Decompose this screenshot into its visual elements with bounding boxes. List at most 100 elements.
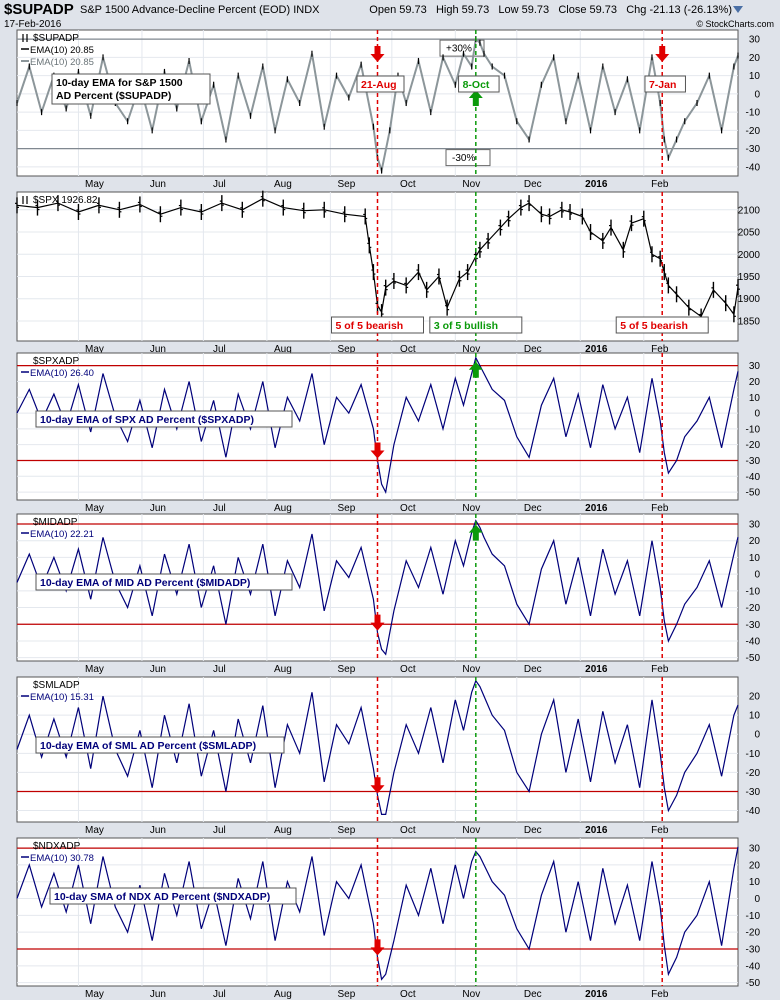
panel-symbol-label: $SPX 1926.82 (33, 195, 98, 206)
y-tick-label: 10 (749, 877, 761, 888)
x-tick-label: Jul (213, 664, 226, 675)
y-tick-label: -10 (746, 108, 761, 119)
x-tick-label: Dec (524, 989, 542, 1000)
y-tick-label: 30 (749, 520, 761, 531)
x-tick-label: Nov (462, 825, 480, 836)
y-tick-label: 0 (754, 409, 760, 420)
note-text: 10-day EMA of SML AD Percent ($SMLADP) (40, 740, 256, 752)
x-tick-label: 2016 (585, 179, 608, 190)
x-tick-label: Sep (337, 344, 355, 355)
y-tick-label: -40 (746, 162, 761, 173)
x-tick-label: Aug (274, 989, 292, 1000)
x-tick-label: Oct (400, 989, 416, 1000)
signal-arrow-icon (370, 777, 385, 794)
x-tick-label: Oct (400, 503, 416, 514)
note-text: AD Percent ($SUPADP) (56, 90, 171, 102)
y-tick-label: 1900 (738, 294, 761, 305)
y-tick-label: 30 (749, 361, 761, 372)
x-tick-label: Sep (337, 179, 355, 190)
event-label: 7-Jan (649, 79, 676, 91)
y-tick-label: -30 (746, 787, 761, 798)
y-tick-label: -50 (746, 488, 761, 499)
y-tick-label: -40 (746, 961, 761, 972)
event-label-box (458, 75, 500, 93)
panel-legend-label: EMA(10) 30.78 (30, 853, 94, 864)
x-tick-label: Jul (213, 179, 226, 190)
signal-arrow-icon (468, 524, 483, 541)
y-tick-label: -20 (746, 440, 761, 451)
y-tick-label: 20 (749, 53, 761, 64)
note-box (35, 736, 285, 754)
y-tick-label: 2100 (738, 205, 761, 216)
event-label: 8-Oct (463, 79, 490, 91)
y-tick-label: 2050 (738, 228, 761, 239)
note-box (49, 887, 297, 905)
signal-arrow-icon (370, 46, 385, 62)
x-tick-label: Dec (524, 664, 542, 675)
y-tick-label: 1950 (738, 272, 761, 283)
x-tick-label: Jul (213, 503, 226, 514)
y-tick-label: -50 (746, 978, 761, 989)
y-tick-label: 0 (754, 89, 760, 100)
signal-arrow-icon (370, 442, 385, 459)
y-tick-label: -30 (746, 144, 761, 155)
x-tick-label: Jun (150, 344, 166, 355)
event-label: 21-Aug (361, 79, 397, 91)
x-tick-label: Jul (213, 825, 226, 836)
y-tick-label: 10 (749, 711, 761, 722)
panel-spx: 2100 2050 2000 1950 1900 1850 $SPX 1926.82 5 of… (15, 190, 761, 355)
note-box (35, 410, 293, 428)
x-tick-label: Oct (400, 179, 416, 190)
y-tick-label: -30 (746, 945, 761, 956)
quote-summary: Open 59.73 High 59.73 Low 59.73 Close 59… (369, 4, 732, 16)
x-tick-label: May (85, 179, 104, 190)
note-text: 10-day SMA of NDX AD Percent ($NDXADP) (54, 891, 270, 903)
symbol-title: $SUPADP (4, 1, 74, 18)
event-annotation-box (429, 316, 523, 334)
y-tick-label: 10 (749, 553, 761, 564)
x-tick-label: Dec (524, 825, 542, 836)
reference-label: -30% (452, 153, 475, 164)
x-tick-label: Jun (150, 664, 166, 675)
signal-arrow-icon (468, 90, 483, 106)
y-tick-label: 2000 (738, 250, 761, 261)
x-tick-label: Nov (462, 989, 480, 1000)
x-tick-label: May (85, 664, 104, 675)
event-label-box (644, 75, 686, 93)
panel-legend-label: EMA(10) 15.31 (30, 692, 94, 703)
x-tick-label: Feb (651, 179, 669, 190)
y-tick-label: 20 (749, 860, 761, 871)
x-tick-label: Jun (150, 825, 166, 836)
note-text: 10-day EMA for S&P 1500 (56, 77, 183, 89)
panel-legend-label: EMA(10) 22.21 (30, 529, 94, 540)
x-tick-label: Jul (213, 989, 226, 1000)
chevron-down-icon[interactable] (733, 6, 743, 13)
x-tick-label: Feb (651, 664, 669, 675)
reference-label-box (445, 149, 491, 167)
panel-symbol-label: $SUPADP (33, 33, 79, 44)
x-tick-label: Feb (651, 344, 669, 355)
x-tick-label: Dec (524, 344, 542, 355)
panel-symbol-label: $NDXADP (33, 841, 81, 852)
x-tick-label: Nov (462, 344, 480, 355)
y-tick-label: -40 (746, 472, 761, 483)
price-line (16, 198, 739, 318)
y-tick-label: -40 (746, 636, 761, 647)
x-tick-label: Aug (274, 344, 292, 355)
y-tick-label: -10 (746, 586, 761, 597)
x-tick-label: Jun (150, 989, 166, 1000)
symbol-description: S&P 1500 Advance-Decline Percent (EOD) I… (80, 4, 320, 16)
x-tick-label: 2016 (585, 664, 608, 675)
x-tick-label: Aug (274, 179, 292, 190)
y-tick-label: -30 (746, 620, 761, 631)
panel-supadp: 3020100-10-20-30-40+30%-30%$SUPADPEMA(10… (16, 29, 761, 190)
y-tick-label: -10 (746, 911, 761, 922)
x-tick-label: Sep (337, 503, 355, 514)
y-tick-label: 0 (754, 894, 760, 905)
event-annotation: 5 of 5 bearish (620, 320, 688, 332)
x-tick-label: Oct (400, 664, 416, 675)
y-tick-label: 20 (749, 377, 761, 388)
y-tick-label: -20 (746, 603, 761, 614)
